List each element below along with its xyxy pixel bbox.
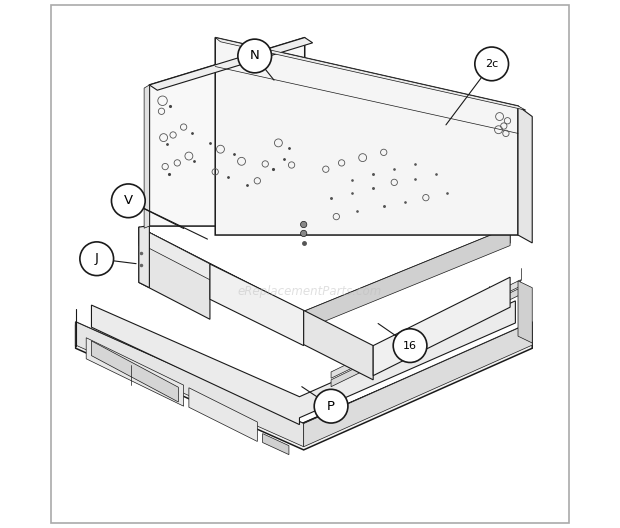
Circle shape bbox=[80, 242, 113, 276]
Polygon shape bbox=[92, 341, 179, 402]
Text: 2c: 2c bbox=[485, 59, 498, 69]
Polygon shape bbox=[373, 277, 510, 375]
Polygon shape bbox=[518, 106, 532, 243]
Polygon shape bbox=[304, 322, 532, 447]
Polygon shape bbox=[331, 280, 521, 378]
Text: V: V bbox=[124, 194, 133, 208]
Polygon shape bbox=[331, 288, 521, 386]
Polygon shape bbox=[149, 37, 312, 90]
Polygon shape bbox=[149, 37, 305, 226]
Circle shape bbox=[301, 221, 307, 228]
Polygon shape bbox=[210, 264, 304, 346]
Text: P: P bbox=[327, 400, 335, 413]
Polygon shape bbox=[139, 227, 210, 319]
Polygon shape bbox=[139, 227, 304, 330]
Polygon shape bbox=[304, 310, 373, 380]
Polygon shape bbox=[86, 338, 184, 406]
Polygon shape bbox=[299, 325, 531, 443]
Polygon shape bbox=[76, 322, 304, 447]
Polygon shape bbox=[144, 85, 149, 228]
Circle shape bbox=[475, 47, 508, 81]
Polygon shape bbox=[263, 433, 289, 455]
Text: 16: 16 bbox=[403, 341, 417, 351]
Text: eReplacementParts.com: eReplacementParts.com bbox=[238, 285, 382, 298]
Text: N: N bbox=[250, 50, 260, 62]
Circle shape bbox=[314, 389, 348, 423]
Text: J: J bbox=[95, 252, 99, 265]
Polygon shape bbox=[215, 37, 526, 110]
Circle shape bbox=[393, 329, 427, 363]
Polygon shape bbox=[76, 325, 299, 443]
Polygon shape bbox=[139, 225, 149, 288]
Polygon shape bbox=[215, 37, 518, 235]
Polygon shape bbox=[76, 322, 532, 450]
Polygon shape bbox=[189, 388, 257, 441]
Circle shape bbox=[112, 184, 145, 218]
Polygon shape bbox=[139, 227, 210, 280]
Polygon shape bbox=[518, 281, 532, 343]
Circle shape bbox=[301, 230, 307, 237]
Polygon shape bbox=[92, 301, 515, 425]
Polygon shape bbox=[76, 325, 531, 446]
Polygon shape bbox=[139, 227, 510, 327]
Circle shape bbox=[238, 39, 272, 73]
Polygon shape bbox=[304, 227, 510, 330]
